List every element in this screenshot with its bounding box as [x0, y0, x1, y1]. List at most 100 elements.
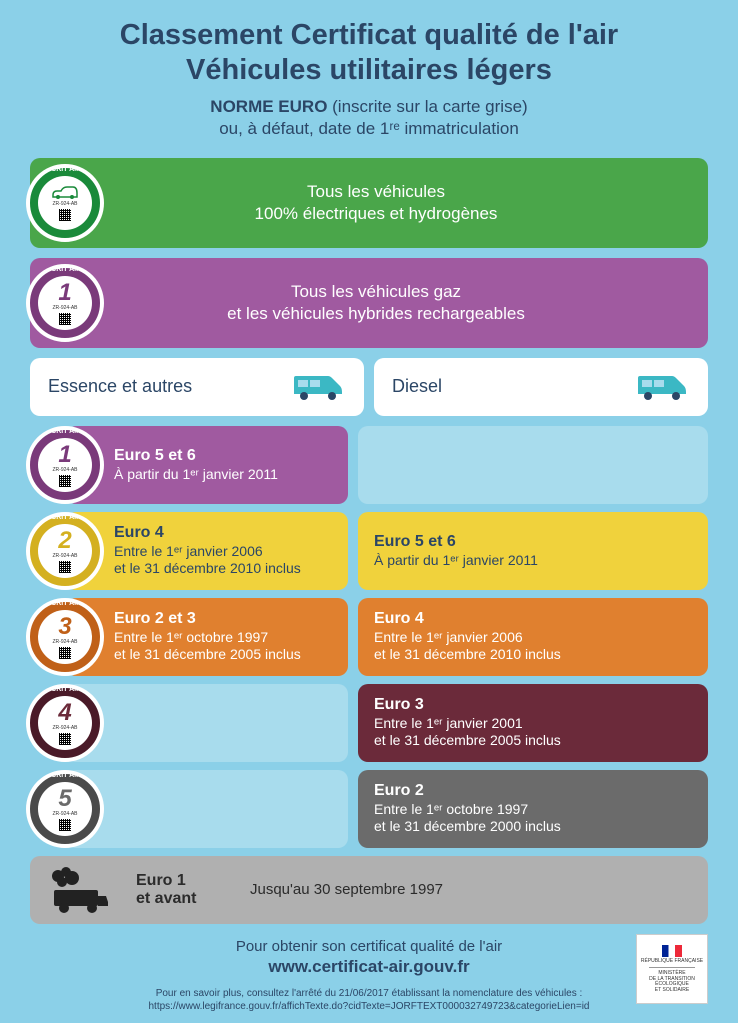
page-title: Classement Certificat qualité de l'air V… — [30, 18, 708, 88]
category-petrol-wrap: CRIT'Air 5ZR-924-AB — [30, 770, 348, 848]
category-petrol-wrap: CRIT'Air1ZR-924-ABEuro 5 et 6À partir du… — [30, 426, 348, 504]
fuel-diesel-label: Diesel — [392, 376, 442, 397]
footer-url: www.certificat-air.gouv.fr — [30, 957, 708, 977]
sticker-label: CRIT'Air — [51, 600, 79, 607]
banner-row-electric: CRIT'Air ZR-924-AB Tous les véhicules 10… — [30, 158, 708, 248]
category-petrol-wrap: CRIT'Air2ZR-924-ABEuro 4Entre le 1ᵉʳ jan… — [30, 512, 348, 590]
qr-icon — [59, 209, 71, 221]
sticker-code: ZR-924-AB — [52, 812, 77, 817]
sticker-number: 5 — [58, 787, 71, 811]
sticker-yellow: CRIT'Air 2ZR-924-AB — [26, 512, 104, 590]
cell-diesel: Euro 2Entre le 1ᵉʳ octobre 1997 et le 31… — [358, 770, 708, 848]
sticker-label: CRIT'Air — [51, 772, 79, 779]
category-row: CRIT'Air1ZR-924-ABEuro 5 et 6À partir du… — [30, 426, 708, 504]
banner-electric: CRIT'Air ZR-924-AB Tous les véhicules 10… — [30, 158, 708, 248]
sticker-number: 3 — [58, 615, 71, 639]
cell-petrol: Euro 2 et 3Entre le 1ᵉʳ octobre 1997 et … — [66, 598, 348, 676]
sticker-label: CRIT'Air — [51, 514, 79, 521]
title-line2: Véhicules utilitaires légers — [186, 54, 552, 86]
footer: Pour obtenir son certificat qualité de l… — [30, 938, 708, 1013]
cell-text: Entre le 1ᵉʳ janvier 2001 et le 31 décem… — [374, 715, 692, 750]
subtitle-rest: (inscrite sur la carte grise) — [327, 97, 527, 116]
fuel-header-row: Essence et autres Diesel — [30, 358, 708, 416]
van-icon — [634, 372, 690, 402]
qr-icon — [59, 819, 71, 831]
sticker-code: ZR-924-AB — [52, 202, 77, 207]
category-row: CRIT'Air2ZR-924-ABEuro 4Entre le 1ᵉʳ jan… — [30, 512, 708, 590]
title-line1: Classement Certificat qualité de l'air — [120, 19, 618, 51]
category-row: CRIT'Air 5ZR-924-AB Euro 2Entre le 1ᵉʳ oct… — [30, 770, 708, 848]
banner-row-gas: CRIT'Air 1 ZR-924-AB Tous les véhicules … — [30, 258, 708, 348]
sticker-label: CRIT'Air — [51, 166, 79, 173]
sticker-code: ZR-924-AB — [52, 468, 77, 473]
cell-diesel: Euro 3Entre le 1ᵉʳ janvier 2001 et le 31… — [358, 684, 708, 762]
sticker-grey: CRIT'Air 5ZR-924-AB — [26, 770, 104, 848]
sticker-code: ZR-924-AB — [52, 554, 77, 559]
banner-electric-text: Tous les véhicules 100% électriques et h… — [104, 181, 708, 225]
subtitle-line2: ou, à défaut, date de 1ʳᵉ immatriculatio… — [219, 119, 519, 138]
qr-icon — [59, 561, 71, 573]
qr-icon — [59, 475, 71, 487]
banner-gas-text: Tous les véhicules gaz et les véhicules … — [104, 281, 708, 325]
euro1-text: Jusqu'au 30 septembre 1997 — [250, 881, 443, 898]
sticker-label: CRIT'Air — [51, 266, 79, 273]
banner-gas: CRIT'Air 1 ZR-924-AB Tous les véhicules … — [30, 258, 708, 348]
sticker-purple: CRIT'Air 1ZR-924-AB — [26, 426, 104, 504]
euro1-title: Euro 1 et avant — [136, 872, 226, 908]
category-row: CRIT'Air 4ZR-924-AB Euro 3Entre le 1ᵉʳ jan… — [30, 684, 708, 762]
sticker-purple-top: CRIT'Air 1 ZR-924-AB — [26, 264, 104, 342]
cell-petrol — [66, 684, 348, 762]
flag-icon — [662, 945, 682, 957]
fuel-diesel: Diesel — [374, 358, 708, 416]
sticker-label: CRIT'Air — [51, 428, 79, 435]
qr-icon — [59, 313, 71, 325]
qr-icon — [59, 647, 71, 659]
cell-diesel: Euro 5 et 6À partir du 1ᵉʳ janvier 2011 — [358, 512, 708, 590]
government-logo: RÉPUBLIQUE FRANÇAISE MINISTÈRE DE LA TRA… — [636, 934, 708, 1004]
cell-title: Euro 5 et 6 — [374, 533, 692, 551]
cell-text: Entre le 1ᵉʳ octobre 1997 et le 31 décem… — [374, 801, 692, 836]
sticker-number: 2 — [58, 529, 71, 553]
cell-text: À partir du 1ᵉʳ janvier 2011 — [374, 552, 692, 570]
sticker-number: 1 — [58, 281, 71, 305]
cell-title: Euro 5 et 6 — [114, 447, 332, 465]
category-rows: CRIT'Air1ZR-924-ABEuro 5 et 6À partir du… — [30, 426, 708, 848]
cell-text: Entre le 1ᵉʳ janvier 2006 et le 31 décem… — [374, 629, 692, 664]
car-icon — [51, 185, 79, 201]
fuel-petrol-label: Essence et autres — [48, 376, 192, 397]
sticker-orange: CRIT'Air 3ZR-924-AB — [26, 598, 104, 676]
cell-text: Entre le 1ᵉʳ octobre 1997 et le 31 décem… — [114, 629, 332, 664]
footer-fine: Pour en savoir plus, consultez l'arrêté … — [30, 987, 708, 1013]
sticker-number: 1 — [58, 443, 71, 467]
fuel-petrol: Essence et autres — [30, 358, 364, 416]
sticker-code: ZR-924-AB — [52, 640, 77, 645]
euro1-row: Euro 1 et avant Jusqu'au 30 septembre 19… — [30, 856, 708, 924]
van-icon — [290, 372, 346, 402]
footer-line1: Pour obtenir son certificat qualité de l… — [30, 938, 708, 955]
sticker-green: CRIT'Air ZR-924-AB — [26, 164, 104, 242]
subtitle-bold: NORME EURO — [210, 97, 327, 116]
smoke-truck-icon — [48, 866, 112, 914]
cell-diesel: Euro 4Entre le 1ᵉʳ janvier 2006 et le 31… — [358, 598, 708, 676]
cell-petrol: Euro 4Entre le 1ᵉʳ janvier 2006 et le 31… — [66, 512, 348, 590]
category-row: CRIT'Air3ZR-924-ABEuro 2 et 3Entre le 1ᵉ… — [30, 598, 708, 676]
sticker-code: ZR-924-AB — [52, 306, 77, 311]
sticker-number: 4 — [58, 701, 71, 725]
cell-title: Euro 2 et 3 — [114, 610, 332, 628]
sticker-maroon: CRIT'Air 4ZR-924-AB — [26, 684, 104, 762]
cell-title: Euro 3 — [374, 696, 692, 714]
sticker-label: CRIT'Air — [51, 686, 79, 693]
cell-text: À partir du 1ᵉʳ janvier 2011 — [114, 466, 332, 484]
cell-title: Euro 4 — [374, 610, 692, 628]
cell-petrol — [66, 770, 348, 848]
page: Classement Certificat qualité de l'air V… — [0, 0, 738, 1023]
cell-title: Euro 2 — [374, 782, 692, 800]
category-petrol-wrap: CRIT'Air 4ZR-924-AB — [30, 684, 348, 762]
sticker-code: ZR-924-AB — [52, 726, 77, 731]
cell-petrol: Euro 5 et 6À partir du 1ᵉʳ janvier 2011 — [66, 426, 348, 504]
qr-icon — [59, 733, 71, 745]
cell-text: Entre le 1ᵉʳ janvier 2006 et le 31 décem… — [114, 543, 332, 578]
cell-title: Euro 4 — [114, 524, 332, 542]
category-petrol-wrap: CRIT'Air3ZR-924-ABEuro 2 et 3Entre le 1ᵉ… — [30, 598, 348, 676]
subtitle: NORME EURO (inscrite sur la carte grise)… — [30, 96, 708, 140]
